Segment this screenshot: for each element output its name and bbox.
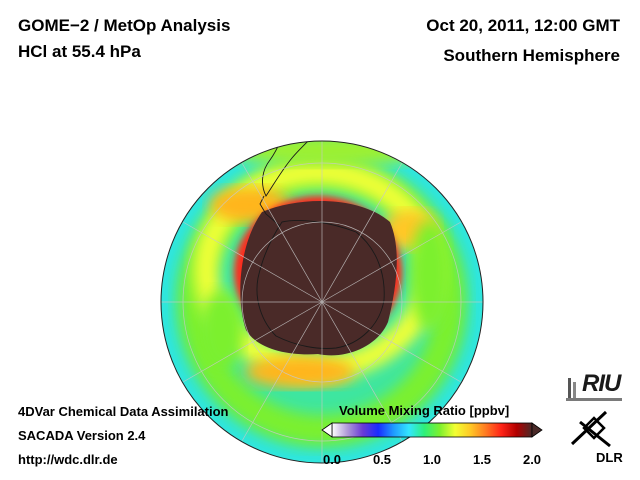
colorbar — [321, 422, 543, 438]
footer-line-2: SACADA Version 2.4 — [18, 428, 146, 443]
colorbar-max-arrow — [531, 422, 543, 438]
colorbar-min-arrow — [321, 422, 333, 438]
colorbar-tick-label: 1.5 — [472, 452, 492, 467]
globe-outline — [160, 140, 484, 464]
colorbar-tick-label: 2.0 — [522, 452, 542, 467]
footer-line-1: 4DVar Chemical Data Assimilation — [18, 404, 229, 419]
footer-url: http://wdc.dlr.de — [18, 452, 118, 467]
ozone-hole-core — [240, 201, 397, 356]
date-label: Oct 20, 2011, 12:00 GMT — [426, 16, 620, 35]
riu-logo-text: RIU — [582, 370, 621, 397]
graticule — [161, 141, 483, 463]
region-label: Southern Hemisphere — [443, 46, 620, 65]
colorbar-tick-label: 0.0 — [322, 452, 342, 467]
colorbar-tick-label: 0.5 — [372, 452, 392, 467]
riu-logo-icon — [566, 378, 622, 401]
colorbar-tick-label: 1.0 — [422, 452, 442, 467]
dlr-logo-text: DLR — [596, 450, 623, 465]
title-line-2: HCl at 55.4 hPa — [18, 42, 141, 61]
colorbar-title: Volume Mixing Ratio [ppbv] — [339, 403, 510, 418]
colorbar-gradient — [331, 422, 533, 438]
title-line-1: GOME−2 / MetOp Analysis — [18, 16, 231, 35]
dlr-logo-icon — [570, 410, 611, 448]
